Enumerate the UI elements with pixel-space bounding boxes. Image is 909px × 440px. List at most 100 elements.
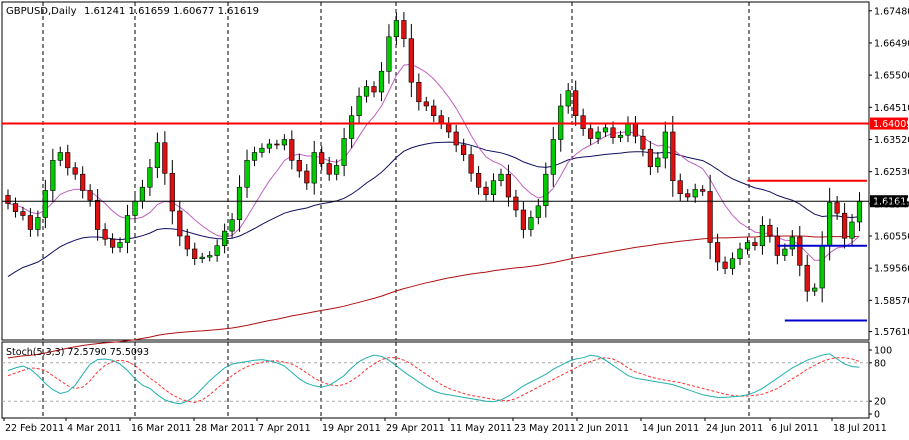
candle-body <box>50 160 56 191</box>
candle-body <box>177 210 183 237</box>
stoch-layer <box>2 353 869 405</box>
candle <box>431 99 437 123</box>
candle-body <box>819 245 825 289</box>
candle-body <box>431 105 437 116</box>
candle <box>812 283 818 296</box>
candle-body <box>438 115 444 124</box>
candle-body <box>363 86 370 97</box>
candle <box>505 164 512 207</box>
main-plot-frame <box>1 1 870 341</box>
candle <box>483 181 489 201</box>
date-tick-label: 28 Mar 2011 <box>195 423 255 434</box>
candle <box>199 252 205 264</box>
candle <box>565 83 571 114</box>
candle <box>311 140 317 195</box>
ohlc-label: 1.61241 1.61659 1.60677 1.61619 <box>84 6 259 17</box>
candle <box>162 131 168 185</box>
candle <box>222 223 228 254</box>
candle <box>296 153 302 178</box>
stoch-d-line <box>7 357 860 404</box>
candle-body <box>655 157 661 168</box>
candle <box>416 73 422 111</box>
candle-body <box>729 258 736 269</box>
candle-body <box>319 152 325 164</box>
candle <box>259 143 265 158</box>
candle-body <box>12 203 19 212</box>
candle <box>423 96 429 111</box>
date-tick-label: 6 Jul 2011 <box>771 423 819 434</box>
candle <box>229 213 235 238</box>
candle-body <box>483 186 489 195</box>
stoch-tick-label: 100 <box>874 346 892 357</box>
candle-body <box>625 122 631 136</box>
candle <box>692 183 698 203</box>
current-price-tag: 1.61619 <box>870 195 909 208</box>
candle <box>192 242 198 266</box>
candle <box>65 144 71 176</box>
candle <box>535 198 541 225</box>
candle <box>386 24 392 84</box>
candle <box>789 230 795 256</box>
candle <box>453 124 459 153</box>
candle <box>647 140 653 176</box>
candle-body <box>251 152 258 161</box>
candle <box>110 233 116 254</box>
candle-body <box>460 144 467 155</box>
candle-body <box>722 261 728 269</box>
candle-body <box>498 173 504 181</box>
candle-body <box>139 186 146 202</box>
candle-body <box>124 215 131 243</box>
candle <box>700 185 706 196</box>
price-tick-label: 1.67480 <box>874 6 909 17</box>
candle <box>35 210 41 237</box>
candle-body <box>386 36 392 72</box>
candle-body <box>670 131 676 182</box>
candle <box>707 174 713 260</box>
date-tick-label: 22 Feb 2011 <box>5 423 64 434</box>
candle-body <box>632 122 638 137</box>
candle <box>333 159 340 181</box>
candle <box>655 151 661 173</box>
candle <box>662 121 668 169</box>
candle <box>42 179 48 229</box>
candle <box>602 122 609 137</box>
date-tick-label: 19 Apr 2011 <box>322 423 381 434</box>
candle <box>87 184 93 207</box>
date-tick-label: 23 May 2011 <box>514 423 576 434</box>
chart-title: GBPUSD,Daily <box>6 6 77 17</box>
candle-body <box>326 163 332 175</box>
candle-body <box>759 225 765 247</box>
candle-body <box>595 131 601 139</box>
candle <box>513 189 519 218</box>
candle <box>266 139 273 154</box>
candle-body <box>289 139 295 161</box>
candle <box>752 237 758 251</box>
candle <box>490 173 497 203</box>
date-tick-label: 29 Apr 2011 <box>386 423 445 434</box>
candle <box>498 168 504 187</box>
date-tick-label: 16 Mar 2011 <box>131 423 191 434</box>
candle-body <box>199 256 205 260</box>
price-tick-label: 1.65500 <box>874 71 909 82</box>
candle-body <box>543 173 549 206</box>
price-tick-label: 1.66490 <box>874 38 909 49</box>
candle-body <box>505 173 512 198</box>
candle <box>610 121 616 144</box>
candle-body <box>617 134 624 138</box>
candle-body <box>714 242 721 263</box>
date-tick-label: 18 Jul 2011 <box>833 423 887 434</box>
candle-body <box>804 264 810 292</box>
candle <box>214 239 220 262</box>
candle-body <box>662 131 668 159</box>
candle-body <box>841 212 848 239</box>
candle <box>169 159 175 225</box>
candle-body <box>849 221 855 239</box>
stoch-tick-label: 0 <box>874 410 880 421</box>
price-tick-label: 1.57610 <box>874 327 909 338</box>
candle <box>319 145 325 171</box>
candle-body <box>647 148 653 168</box>
candle <box>326 156 332 181</box>
candle <box>274 139 280 150</box>
candle-body <box>610 127 616 138</box>
